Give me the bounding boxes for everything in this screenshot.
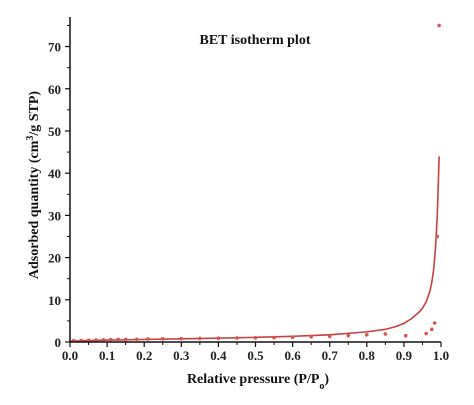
y-tick-label: 40 [48,166,61,181]
data-point [94,338,98,342]
x-axis-title: Relative pressure (P/Po) [187,372,329,392]
data-point [424,331,428,336]
data-point [327,334,332,339]
x-tick-label: 0.3 [173,348,190,363]
data-point [290,335,295,339]
x-tick-label: 0.8 [359,348,376,363]
data-point [429,327,434,332]
data-point [437,23,441,28]
x-tick-label: 0.5 [247,348,264,363]
chart-title: BET isotherm plot [200,33,311,48]
data-point [198,336,202,341]
x-tick-label: 1.0 [433,348,449,363]
plot-area [69,23,441,343]
data-point [403,333,408,338]
data-point [109,337,113,342]
y-axis-title-sup: 3 [25,136,36,141]
data-point [160,337,165,341]
data-point [146,337,150,341]
x-tick-label: 0.4 [210,348,227,363]
y-tick-label: 70 [48,40,61,55]
data-point [216,336,221,341]
data-point [435,234,440,239]
y-tick-label: 60 [48,82,61,97]
y-tick-label: 30 [48,208,61,223]
x-tick-label: 0.9 [396,348,413,363]
data-point [235,336,239,340]
data-point [272,335,276,340]
data-point [116,337,121,342]
x-tick-label: 0.0 [62,348,78,363]
data-point [365,333,369,337]
x-tick-label: 0.1 [99,348,115,363]
y-axis-title-main: Adsorbed quantity (cm [27,140,42,279]
y-tick-label: 0 [55,335,62,350]
x-tick-label: 0.6 [284,348,301,363]
x-tick-label: 0.7 [322,348,339,363]
data-point [432,321,437,325]
data-point [346,333,351,338]
x-axis-title-sub: o [319,381,324,392]
fit-line [69,156,440,342]
x-tick-label: 0.2 [136,348,152,363]
data-point [253,335,258,340]
y-tick-label: 10 [48,293,61,308]
data-point [383,332,388,336]
y-axis-title: Adsorbed quantity (cm3/g STP) [25,91,43,280]
data-point [179,336,184,341]
axes: 0.0 0.1 0.2 0.3 0.4 0.5 0.6 0.7 0.8 0.9 1.0 0 10 20 30… [48,17,449,363]
data-point [309,334,313,339]
y-tick-label: 50 [48,124,61,139]
x-axis-title-end: ) [324,372,329,387]
x-axis-title-main: Relative pressure (P/P [187,372,320,387]
data-point [101,338,106,342]
data-point [123,337,128,342]
y-axis-title-end: /g STP) [27,91,42,137]
y-tick-label: 20 [48,251,61,266]
data-point [134,337,139,342]
data-point [86,338,91,343]
